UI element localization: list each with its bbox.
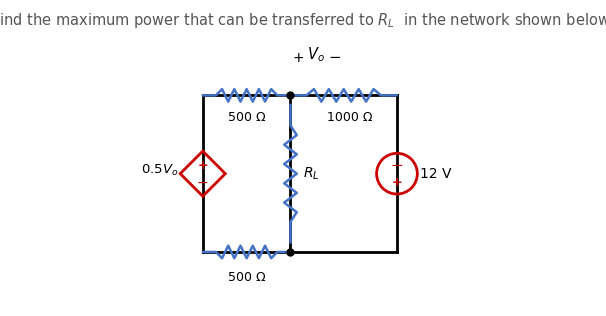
Text: −: − [328, 50, 341, 65]
Text: +: + [293, 51, 304, 65]
Text: 0.5$V_o$: 0.5$V_o$ [141, 163, 179, 178]
Text: 1000 Ω: 1000 Ω [327, 111, 373, 124]
Text: 500 Ω: 500 Ω [228, 111, 265, 124]
Text: +: + [391, 176, 402, 189]
Text: +: + [198, 159, 208, 172]
Text: Find the maximum power that can be transferred to $R_L$  in the network shown be: Find the maximum power that can be trans… [0, 11, 606, 30]
Text: 12 V: 12 V [421, 167, 452, 181]
Text: −: − [391, 158, 404, 173]
Text: −: − [197, 176, 208, 190]
Text: 500 Ω: 500 Ω [228, 270, 265, 283]
Text: $V_o$: $V_o$ [307, 45, 324, 64]
Text: $R_L$: $R_L$ [303, 166, 319, 182]
